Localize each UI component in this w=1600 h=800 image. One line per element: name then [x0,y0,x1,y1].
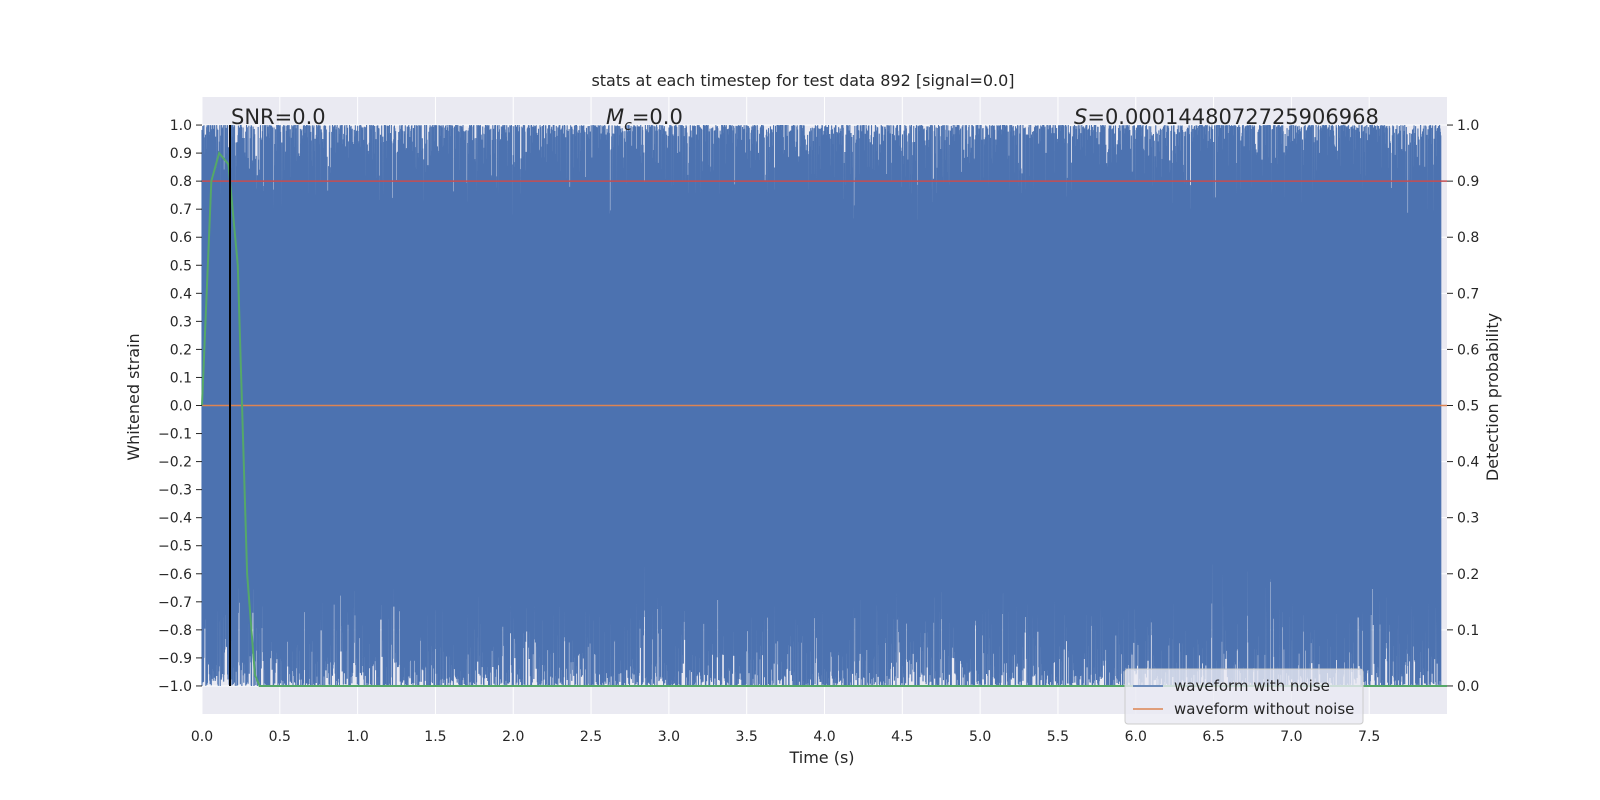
legend: waveform with noise waveform without noi… [1124,668,1364,725]
s-symbol: S [1074,105,1087,129]
y-tick-label: −0.7 [158,595,192,611]
mc-annotation: Mc=0.0 [606,105,683,134]
x-tick-label: 2.0 [502,729,524,745]
y-tick-label-right: 0.1 [1457,623,1479,639]
y-tick-label: −0.1 [158,427,192,443]
y-tick-label: 0.9 [170,146,192,162]
legend-entry-clean: waveform without noise [1174,700,1354,718]
y-tick-label: 0.0 [170,399,192,415]
y-tick-label: 0.7 [170,202,192,218]
y-tick-label: 0.5 [170,258,192,274]
mc-subscript: c [624,118,632,134]
x-tick-label: 3.5 [736,729,758,745]
y-tick-label: 0.6 [170,230,192,246]
y-tick-label: −0.8 [158,623,192,639]
y-tick-label: −0.9 [158,651,192,667]
y-tick-label: −0.3 [158,483,192,499]
legend-box [1124,668,1364,725]
x-tick-label: 4.0 [813,729,835,745]
y-tick-label-right: 0.7 [1457,286,1479,302]
y-tick-label: −0.5 [158,539,192,555]
x-tick-label: 7.0 [1280,729,1302,745]
x-tick-label: 6.0 [1125,729,1147,745]
y-tick-label-right: 0.9 [1457,174,1479,190]
y-tick-label: 1.0 [170,118,192,134]
y-tick-label: −0.6 [158,567,192,583]
x-tick-label: 1.0 [346,729,368,745]
y-tick-label-right: 0.5 [1457,399,1479,415]
y-tick-label-right: 0.4 [1457,455,1479,471]
x-tick-label: 1.5 [424,729,446,745]
y-tick-label-right: 0.8 [1457,230,1479,246]
ticks: 0.0 0.5 1.0 1.5 2.0 2.5 3.0 3.5 4.0 4.5 5.0 5.5 6.0 6… [158,118,1479,745]
chart-title: stats at each timestep for test data 892… [591,71,1014,90]
y-tick-label-right: 0.3 [1457,511,1479,527]
y-axis-label-right: Detection probability [1483,313,1502,481]
y-tick-label: −1.0 [158,679,192,695]
mc-symbol: M [606,105,624,129]
overlay-lines [201,125,1447,687]
x-axis-label: Time (s) [788,748,854,767]
x-tick-label: 5.0 [969,729,991,745]
y-tick-label: −0.4 [158,511,192,527]
x-tick-label: 5.5 [1047,729,1069,745]
snr-annotation: SNR=0.0 [231,105,326,129]
y-tick-label: 0.4 [170,286,192,302]
x-tick-label: 2.5 [580,729,602,745]
y-tick-label-right: 1.0 [1457,118,1479,134]
y-tick-label-right: 0.0 [1457,679,1479,695]
x-tick-label: 3.0 [658,729,680,745]
y-tick-label: −0.2 [158,455,192,471]
s-annotation: S=0.0001448072725906968 [1074,105,1379,129]
x-tick-label: 6.5 [1202,729,1224,745]
legend-entry-noise: waveform with noise [1174,677,1330,695]
x-tick-label: 4.5 [891,729,913,745]
y-tick-label: 0.1 [170,370,192,386]
x-tick-label: 0.5 [269,729,291,745]
y-axis-label: Whitened strain [124,333,143,460]
x-tick-label: 0.0 [191,729,213,745]
noise-waveform-line [201,125,1442,686]
mc-value: =0.0 [632,105,683,129]
x-tick-label: 7.5 [1358,729,1380,745]
y-tick-label-right: 0.6 [1457,342,1479,358]
y-tick-label-right: 0.2 [1457,567,1479,583]
y-tick-label: 0.3 [170,314,192,330]
y-tick-label: 0.8 [170,174,192,190]
series-waveform-with-noise [201,125,1442,686]
detection-probability-line [201,150,1447,687]
s-value: =0.0001448072725906968 [1087,105,1379,129]
y-tick-label: 0.2 [170,342,192,358]
